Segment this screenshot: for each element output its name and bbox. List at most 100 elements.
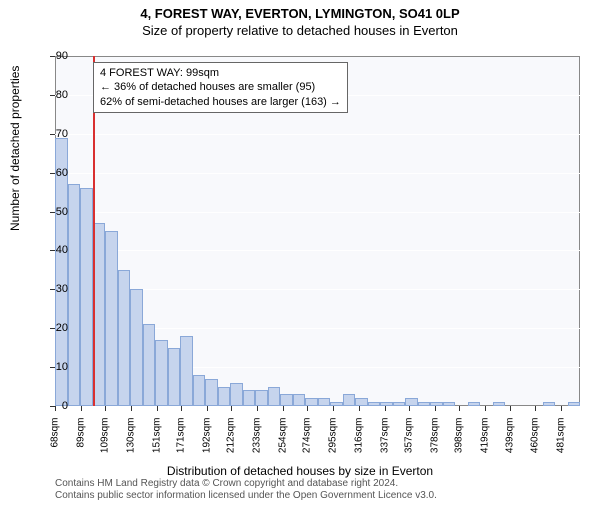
histogram-bar xyxy=(293,394,306,406)
histogram-bar xyxy=(405,398,418,406)
title-sub: Size of property relative to detached ho… xyxy=(0,23,600,38)
x-tick-mark xyxy=(207,406,208,411)
x-tick-mark xyxy=(561,406,562,411)
y-tick-mark xyxy=(50,250,55,251)
x-tick-label: 68sqm xyxy=(50,418,61,468)
histogram-bar xyxy=(80,188,93,406)
x-tick-mark xyxy=(257,406,258,411)
x-tick-mark xyxy=(105,406,106,411)
y-tick-mark xyxy=(50,328,55,329)
y-tick-mark xyxy=(50,173,55,174)
x-tick-label: 109sqm xyxy=(100,418,111,468)
histogram-bar xyxy=(193,375,206,406)
title-main: 4, FOREST WAY, EVERTON, LYMINGTON, SO41 … xyxy=(0,6,600,21)
histogram-bar xyxy=(255,390,268,406)
histogram-bar xyxy=(118,270,131,406)
histogram-bar xyxy=(430,402,443,406)
footnote-line-2: Contains public sector information licen… xyxy=(55,490,437,502)
x-tick-label: 89sqm xyxy=(75,418,86,468)
histogram-bar xyxy=(468,402,481,406)
histogram-bar xyxy=(368,402,381,406)
x-tick-mark xyxy=(435,406,436,411)
callout-line-2: ← 36% of detached houses are smaller (95… xyxy=(100,80,341,94)
chart-plot-area: 4 FOREST WAY: 99sqm ← 36% of detached ho… xyxy=(55,56,580,406)
x-tick-mark xyxy=(409,406,410,411)
histogram-bar xyxy=(355,398,368,406)
x-tick-label: 233sqm xyxy=(252,418,263,468)
y-tick-mark xyxy=(50,212,55,213)
y-axis-label: Number of detached properties xyxy=(8,66,22,231)
x-tick-mark xyxy=(157,406,158,411)
x-tick-label: 151sqm xyxy=(151,418,162,468)
histogram-bar xyxy=(155,340,168,406)
x-tick-mark xyxy=(459,406,460,411)
histogram-bar xyxy=(418,402,431,406)
y-tick-mark xyxy=(50,367,55,368)
x-tick-label: 419sqm xyxy=(480,418,491,468)
footnote: Contains HM Land Registry data © Crown c… xyxy=(55,478,437,502)
histogram-bar xyxy=(380,402,393,406)
x-tick-label: 212sqm xyxy=(226,418,237,468)
x-tick-label: 295sqm xyxy=(328,418,339,468)
histogram-bar xyxy=(230,383,243,406)
x-tick-mark xyxy=(55,406,56,411)
histogram-bar xyxy=(180,336,193,406)
x-tick-label: 337sqm xyxy=(379,418,390,468)
x-tick-mark xyxy=(485,406,486,411)
histogram-bar xyxy=(305,398,318,406)
grid-line xyxy=(55,173,580,174)
histogram-bar xyxy=(493,402,506,406)
x-tick-label: 357sqm xyxy=(404,418,415,468)
x-tick-label: 274sqm xyxy=(302,418,313,468)
x-tick-mark xyxy=(510,406,511,411)
x-tick-label: 316sqm xyxy=(353,418,364,468)
grid-line xyxy=(55,250,580,251)
histogram-bar xyxy=(168,348,181,406)
x-tick-label: 439sqm xyxy=(504,418,515,468)
histogram-bar xyxy=(130,289,143,406)
histogram-bar xyxy=(280,394,293,406)
histogram-bar xyxy=(243,390,256,406)
callout-line-3: 62% of semi-detached houses are larger (… xyxy=(100,95,341,109)
histogram-bar xyxy=(318,398,331,406)
callout-box: 4 FOREST WAY: 99sqm ← 36% of detached ho… xyxy=(93,62,348,113)
x-tick-label: 130sqm xyxy=(125,418,136,468)
x-tick-mark xyxy=(535,406,536,411)
y-tick-mark xyxy=(50,289,55,290)
histogram-bar xyxy=(343,394,356,406)
x-tick-mark xyxy=(333,406,334,411)
histogram-bar xyxy=(568,402,581,406)
grid-line xyxy=(55,134,580,135)
histogram-bar xyxy=(443,402,456,406)
x-axis-label: Distribution of detached houses by size … xyxy=(0,464,600,478)
x-tick-mark xyxy=(307,406,308,411)
histogram-bar xyxy=(218,387,231,406)
histogram-bar xyxy=(105,231,118,406)
x-tick-label: 192sqm xyxy=(201,418,212,468)
histogram-bar xyxy=(393,402,406,406)
y-tick-mark xyxy=(50,134,55,135)
x-tick-mark xyxy=(181,406,182,411)
x-tick-mark xyxy=(131,406,132,411)
y-tick-mark xyxy=(50,56,55,57)
x-tick-label: 254sqm xyxy=(277,418,288,468)
x-tick-mark xyxy=(385,406,386,411)
histogram-bar xyxy=(268,387,281,406)
grid-line xyxy=(55,212,580,213)
x-tick-mark xyxy=(231,406,232,411)
callout-line-1: 4 FOREST WAY: 99sqm xyxy=(100,66,341,80)
x-tick-mark xyxy=(283,406,284,411)
x-tick-label: 460sqm xyxy=(530,418,541,468)
x-tick-mark xyxy=(359,406,360,411)
histogram-bar xyxy=(543,402,556,406)
histogram-bar xyxy=(143,324,156,406)
histogram-bar xyxy=(68,184,81,406)
x-tick-label: 378sqm xyxy=(429,418,440,468)
x-tick-label: 398sqm xyxy=(454,418,465,468)
histogram-bar xyxy=(330,402,343,406)
y-tick-mark xyxy=(50,95,55,96)
x-tick-label: 171sqm xyxy=(176,418,187,468)
histogram-bar xyxy=(205,379,218,406)
x-tick-mark xyxy=(81,406,82,411)
footnote-line-1: Contains HM Land Registry data © Crown c… xyxy=(55,478,437,490)
